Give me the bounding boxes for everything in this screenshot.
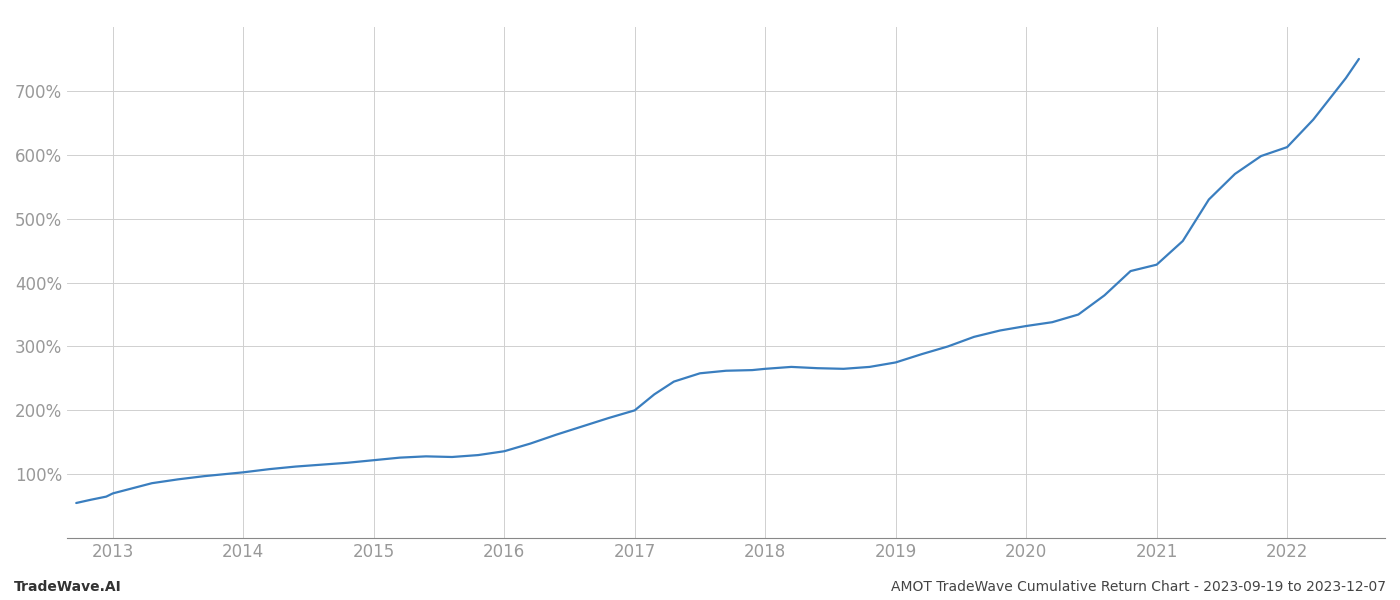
Text: AMOT TradeWave Cumulative Return Chart - 2023-09-19 to 2023-12-07: AMOT TradeWave Cumulative Return Chart -… [890,580,1386,594]
Text: TradeWave.AI: TradeWave.AI [14,580,122,594]
